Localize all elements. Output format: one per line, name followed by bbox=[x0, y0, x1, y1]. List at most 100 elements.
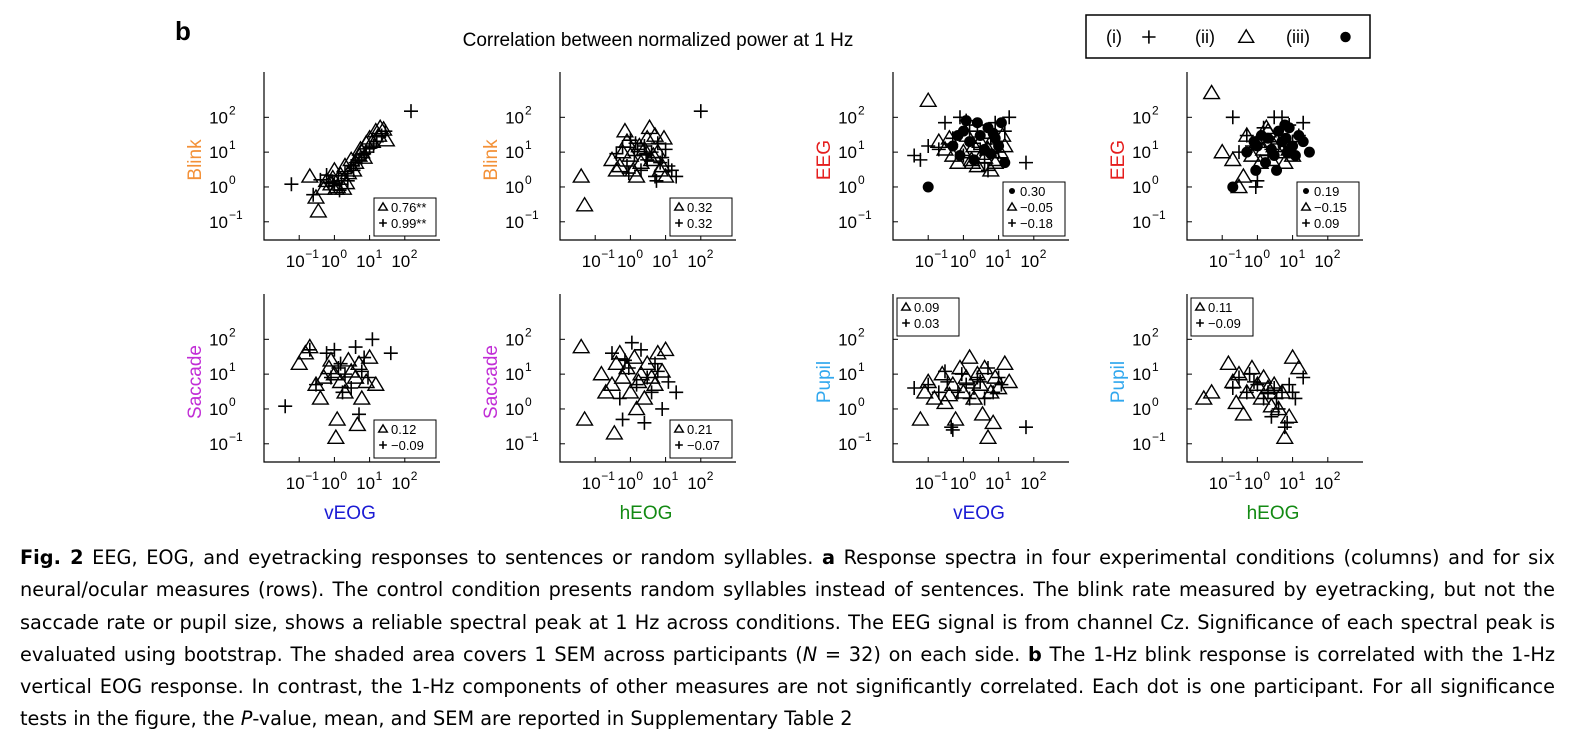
stats-marker-triangle-icon bbox=[673, 201, 685, 211]
data-point-plus bbox=[360, 370, 375, 385]
data-point-plus bbox=[344, 380, 359, 395]
x-tick-label: 10 bbox=[687, 252, 706, 271]
stats-marker-triangle-icon bbox=[1300, 201, 1312, 211]
stats-marker-triangle-icon bbox=[377, 423, 389, 433]
data-point-plus bbox=[983, 131, 998, 146]
y-tick-label: 10 bbox=[505, 365, 524, 384]
x-tick-label: 10 bbox=[652, 474, 671, 493]
y-tick-label: 10 bbox=[505, 213, 524, 232]
stats-marker-triangle-icon bbox=[900, 301, 912, 311]
x-tick-exponent: 0 bbox=[1263, 247, 1270, 261]
data-point-plus bbox=[931, 385, 946, 400]
data-point-triangle bbox=[309, 202, 328, 218]
x-tick-label: 10 bbox=[582, 474, 601, 493]
data-point-plus bbox=[962, 124, 977, 139]
data-point-triangle bbox=[1223, 151, 1242, 167]
x-tick-exponent: −1 bbox=[601, 247, 615, 261]
data-point-dot bbox=[1297, 136, 1309, 148]
y-tick-exponent: 1 bbox=[858, 138, 865, 152]
data-point-triangle bbox=[613, 143, 632, 159]
stats-value: 0.21 bbox=[687, 422, 712, 437]
y-tick-exponent: −1 bbox=[525, 208, 539, 222]
x-tick-exponent: −1 bbox=[1228, 469, 1242, 483]
data-point-triangle bbox=[963, 153, 982, 169]
y-tick-exponent: −1 bbox=[229, 208, 243, 222]
x-tick-label: 10 bbox=[286, 252, 305, 271]
data-point-plus bbox=[615, 412, 630, 427]
data-point-plus bbox=[1267, 380, 1282, 395]
data-point-triangle bbox=[975, 359, 994, 375]
data-point-triangle bbox=[1234, 405, 1253, 421]
stats-marker-plus-icon bbox=[675, 441, 683, 449]
x-tick-label: 10 bbox=[950, 252, 969, 271]
data-point-plus bbox=[1018, 155, 1033, 170]
data-point-plus bbox=[621, 166, 636, 181]
axis-lines bbox=[559, 294, 736, 463]
stats-value: −0.09 bbox=[1208, 316, 1241, 331]
x-tick-exponent: 2 bbox=[411, 247, 418, 261]
stats-value: 0.99** bbox=[391, 216, 426, 231]
y-tick-label: 10 bbox=[1132, 108, 1151, 127]
panel-letter: b bbox=[175, 16, 191, 46]
y-tick-label: 10 bbox=[1132, 365, 1151, 384]
stats-marker-triangle-icon bbox=[673, 423, 685, 433]
legend-label-triangle: (ii) bbox=[1195, 27, 1215, 47]
x-tick-exponent: 0 bbox=[969, 469, 976, 483]
data-point-plus bbox=[1296, 115, 1311, 130]
stats-marker-dot-icon bbox=[1302, 187, 1310, 195]
y-tick-label: 10 bbox=[838, 108, 857, 127]
data-point-plus bbox=[621, 361, 636, 376]
y-tick-label: 10 bbox=[838, 330, 857, 349]
data-point-plus bbox=[973, 142, 988, 157]
data-point-plus bbox=[1285, 385, 1300, 400]
x-tick-exponent: 0 bbox=[340, 247, 347, 261]
y-tick-label: 10 bbox=[1132, 178, 1151, 197]
scatter-panel-6: 10 −110 010 110 210 −1 10 0 10 1 10 2SaccadehEOG0.2… bbox=[481, 294, 736, 524]
x-tick-label: 10 bbox=[652, 252, 671, 271]
stats-marker-plus-icon bbox=[675, 219, 683, 227]
x-axis-label: hEOG bbox=[620, 503, 673, 524]
y-tick-label: 10 bbox=[505, 400, 524, 419]
data-point-triangle bbox=[638, 129, 657, 145]
stats-value: −0.09 bbox=[391, 438, 424, 453]
data-point-triangle bbox=[986, 153, 1005, 169]
stats-value: −0.05 bbox=[1020, 200, 1053, 215]
caption-p-label: P bbox=[240, 707, 253, 731]
data-point-plus bbox=[640, 152, 655, 167]
data-point-plus bbox=[1239, 385, 1254, 400]
data-point-triangle bbox=[348, 415, 367, 432]
data-point-triangle bbox=[935, 140, 955, 156]
data-point-triangle bbox=[640, 118, 659, 135]
data-point-plus bbox=[403, 104, 418, 119]
data-point-triangle bbox=[575, 196, 594, 212]
data-point-triangle bbox=[306, 188, 326, 204]
data-point-triangle bbox=[607, 354, 626, 370]
data-point-triangle bbox=[653, 157, 672, 173]
y-tick-exponent: 1 bbox=[858, 360, 865, 374]
caption-p-text: -value, mean, and SEM are reported in Su… bbox=[252, 707, 853, 731]
data-point-plus bbox=[921, 377, 936, 392]
y-tick-exponent: 2 bbox=[1152, 325, 1159, 339]
scatter-panel-4: 10 −110 010 110 210 −1 10 0 10 1 10 2EEG0.19−0.150.… bbox=[1108, 72, 1363, 271]
y-tick-label: 10 bbox=[209, 435, 228, 454]
data-point-plus bbox=[655, 150, 670, 165]
data-point-plus bbox=[278, 399, 293, 414]
y-axis-label: Pupil bbox=[814, 361, 835, 403]
data-point-plus bbox=[1296, 370, 1311, 385]
data-point-plus bbox=[959, 377, 974, 392]
stats-value: −0.07 bbox=[687, 438, 720, 453]
data-point-plus bbox=[1282, 377, 1297, 392]
data-point-plus bbox=[661, 374, 676, 389]
stats-marker-triangle-icon bbox=[1006, 201, 1018, 211]
y-axis-label: Saccade bbox=[481, 345, 502, 419]
stats-marker-plus-icon bbox=[1196, 319, 1204, 327]
data-point-plus bbox=[1225, 110, 1240, 125]
data-point-plus bbox=[1250, 377, 1265, 392]
y-tick-label: 10 bbox=[505, 330, 524, 349]
data-point-triangle bbox=[610, 157, 629, 173]
data-point-plus bbox=[378, 124, 393, 139]
stats-marker-triangle-icon bbox=[377, 201, 389, 211]
data-point-triangle bbox=[357, 373, 376, 389]
legend: (i) (ii) (iii) bbox=[1085, 14, 1371, 59]
